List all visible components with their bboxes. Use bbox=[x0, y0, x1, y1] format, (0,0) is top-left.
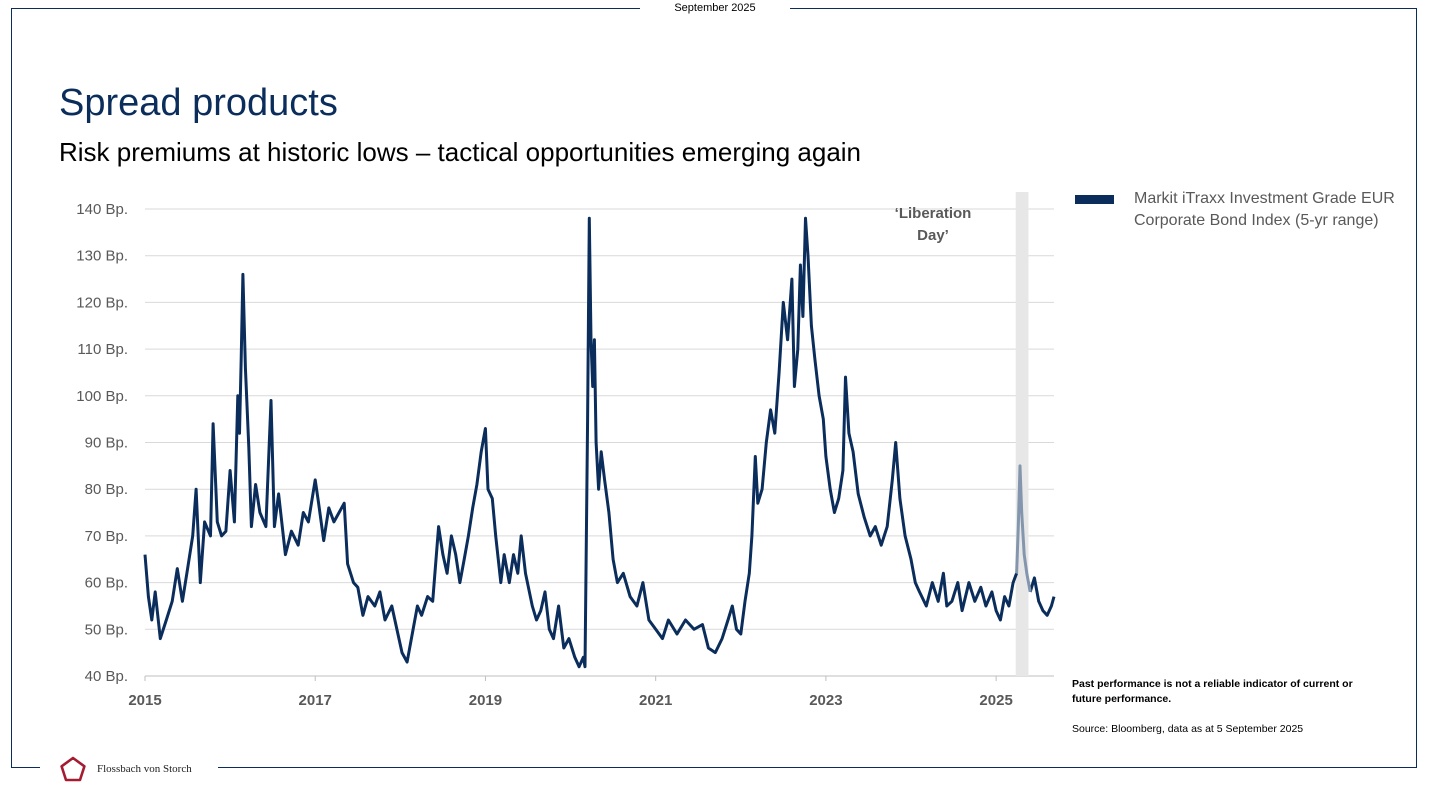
x-tick-label: 2025 bbox=[979, 692, 1012, 709]
header-date: September 2025 bbox=[640, 0, 790, 16]
disclaimer-note: Past performance is not a reliable indic… bbox=[1072, 678, 1353, 705]
y-tick-label: 60 Bp. bbox=[85, 575, 128, 592]
page-title: Spread products bbox=[59, 82, 338, 124]
y-tick-label: 100 Bp. bbox=[76, 388, 128, 405]
x-tick-label: 2021 bbox=[639, 692, 672, 709]
x-tick-label: 2015 bbox=[128, 692, 161, 709]
y-tick-label: 50 Bp. bbox=[85, 621, 128, 638]
y-tick-label: 130 Bp. bbox=[76, 248, 128, 265]
legend-label: Markit iTraxx Investment Grade EUR Corpo… bbox=[1134, 190, 1395, 229]
y-tick-label: 90 Bp. bbox=[85, 435, 128, 452]
logo-text: Flossbach von Storch bbox=[97, 763, 192, 775]
legend-swatch bbox=[1075, 195, 1114, 204]
y-tick-label: 120 Bp. bbox=[76, 294, 128, 311]
x-tick-label: 2019 bbox=[469, 692, 502, 709]
x-tick-label: 2023 bbox=[809, 692, 842, 709]
series-line bbox=[143, 216, 1056, 669]
y-tick-label: 40 Bp. bbox=[85, 668, 128, 685]
series-line-highlight bbox=[1015, 464, 1032, 593]
x-axis-ticks: 2015 2017 2019 2021 2023 2025 bbox=[128, 676, 1013, 709]
y-tick-label: 140 Bp. bbox=[76, 201, 128, 218]
y-axis-ticks: 40 Bp. 50 Bp. 60 Bp. 70 Bp. 80 Bp. 90 Bp. 100 … bbox=[76, 201, 128, 685]
annotation-label-line2: Day’ bbox=[917, 227, 949, 244]
chart-grid bbox=[145, 208, 1054, 677]
source-note: Source: Bloomberg, data as at 5 Septembe… bbox=[1072, 723, 1304, 735]
footer-gap bbox=[40, 760, 218, 786]
page-subtitle: Risk premiums at historic lows – tactica… bbox=[59, 137, 862, 167]
x-tick-label: 2017 bbox=[299, 692, 332, 709]
y-tick-label: 70 Bp. bbox=[85, 528, 128, 545]
logo-icon bbox=[60, 756, 86, 782]
annotation-label-line1: ‘Liberation bbox=[895, 205, 972, 222]
y-tick-label: 80 Bp. bbox=[85, 481, 128, 498]
y-tick-label: 110 Bp. bbox=[77, 341, 128, 358]
liberation-day-band bbox=[1015, 192, 1029, 676]
